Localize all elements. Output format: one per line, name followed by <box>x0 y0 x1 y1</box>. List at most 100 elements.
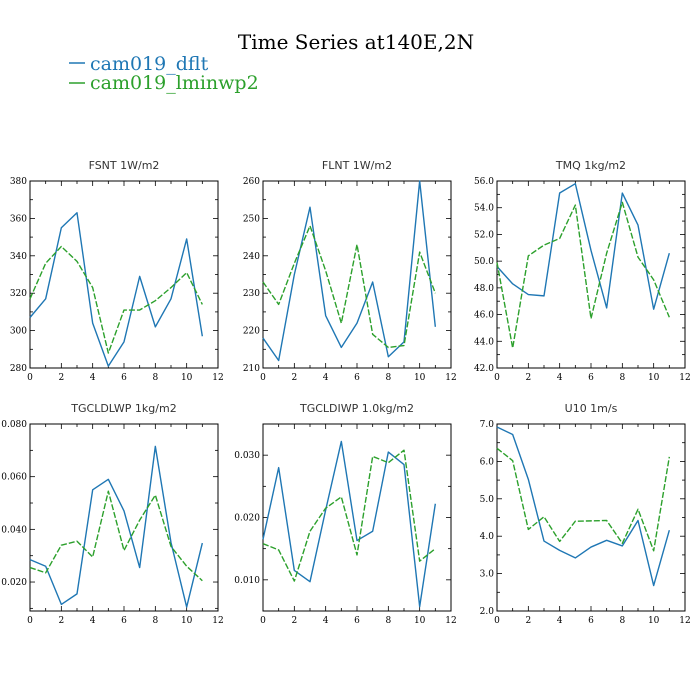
panels: FSNT 1W/m20 2 4 6 8 10 12280300320340360380FLN… <box>1 159 690 626</box>
y-tick-label: 300 <box>10 327 27 337</box>
x-tick-label: 8 <box>385 373 391 383</box>
series-line-lminwp2 <box>496 447 671 552</box>
series-line-lminwp2 <box>262 225 436 349</box>
plot-frame <box>29 423 219 612</box>
series-line-lminwp2 <box>29 490 203 582</box>
x-tick-label: 2 <box>58 373 64 383</box>
x-tick-label: 10 <box>181 616 193 626</box>
x-tick-label: 8 <box>385 616 391 626</box>
figure-title: Time Series at140E,2N <box>238 30 474 54</box>
x-tick-label: 8 <box>619 616 625 626</box>
x-tick-label: 2 <box>525 373 531 383</box>
y-tick-label: 2.0 <box>480 607 495 617</box>
x-tick-label: 6 <box>121 373 127 383</box>
y-tick-label: 0.040 <box>1 525 27 535</box>
y-tick-label: 50.0 <box>474 257 494 267</box>
chart-panel-2: FLNT 1W/m2 0 2 4 6 8 10 12 210 220 230 240 250 260 <box>243 159 457 383</box>
series-line-dflt <box>496 182 671 310</box>
x-tick-label: 4 <box>90 373 96 383</box>
y-tick-label: 230 <box>243 289 260 299</box>
y-tick-label: 54.0 <box>474 204 494 214</box>
y-tick-label: 210 <box>243 364 260 374</box>
y-tick-label: 4.0 <box>480 532 495 542</box>
x-tick-label: 12 <box>212 616 223 626</box>
x-tick-label: 0 <box>260 373 266 383</box>
y-tick-label: 380 <box>10 177 27 187</box>
panel-title: TGCLDLWP 1kg/m2 <box>70 402 176 415</box>
x-tick-label: 2 <box>525 616 531 626</box>
x-tick-label: 0 <box>494 373 500 383</box>
x-tick-label: 2 <box>58 616 64 626</box>
y-tick-label: 360 <box>10 214 27 224</box>
x-tick-label: 8 <box>619 373 625 383</box>
x-tick-label: 12 <box>679 616 690 626</box>
x-tick-label: 4 <box>90 616 96 626</box>
x-tick-label: 4 <box>557 616 563 626</box>
x-tick-label: 8 <box>152 373 158 383</box>
series-line-dflt <box>496 426 671 587</box>
y-tick-label: 3.0 <box>480 570 495 580</box>
chart-panel-5: TGCLDIWP 1.0kg/m2 0 2 4 6 8 10 12 0.010 0.020 0.03… <box>234 402 456 626</box>
x-tick-label: 12 <box>445 373 456 383</box>
x-tick-label: 0 <box>260 616 266 626</box>
y-tick-label: 6.0 <box>480 457 495 467</box>
panel-title: U10 1m/s <box>565 402 618 415</box>
x-tick-label: 2 <box>291 373 297 383</box>
x-tick-label: 10 <box>181 373 193 383</box>
y-tick-label: 250 <box>243 214 260 224</box>
y-tick-label: 340 <box>10 252 27 262</box>
series-line-lminwp2 <box>262 449 436 582</box>
legend: cam019_dflt cam019_lminwp2 <box>69 53 259 94</box>
x-tick-label: 0 <box>27 373 33 383</box>
x-tick-label: 10 <box>414 616 426 626</box>
y-tick-label: 44.0 <box>474 337 494 347</box>
y-tick-label: 56.0 <box>474 177 494 187</box>
chart-panel-4: TGCLDLWP 1kg/m2 0 2 4 6 8 10 12 0.020 0.040 0.060 0… <box>1 402 223 626</box>
x-tick-label: 6 <box>354 373 360 383</box>
y-tick-label: 0.060 <box>1 473 27 483</box>
y-tick-label: 7.0 <box>480 420 495 430</box>
series-line-dflt <box>262 180 437 362</box>
x-tick-label: 8 <box>152 616 158 626</box>
x-tick-label: 0 <box>27 616 33 626</box>
series-line-lminwp2 <box>496 201 670 349</box>
y-tick-label: 0.030 <box>234 451 260 461</box>
x-tick-label: 6 <box>588 616 594 626</box>
panel-title: TGCLDIWP 1.0kg/m2 <box>299 402 414 415</box>
y-tick-label: 0.080 <box>1 420 27 430</box>
y-tick-label: 0.020 <box>1 578 27 588</box>
x-tick-label: 2 <box>291 616 297 626</box>
y-tick-label: 320 <box>10 289 27 299</box>
x-tick-label: 4 <box>323 373 329 383</box>
y-tick-label: 0.020 <box>234 514 260 524</box>
panel-title: FLNT 1W/m2 <box>322 159 392 172</box>
chart-panel-3: TMQ 1kg/m2 0 2 4 6 8 10 12 42.0 44.0 46.0 48.0 50.0 5… <box>474 159 691 383</box>
series-line-dflt <box>29 445 204 608</box>
y-tick-label: 5.0 <box>480 495 495 505</box>
legend-label-dflt: cam019_dflt <box>90 53 209 75</box>
y-tick-label: 52.0 <box>474 230 494 240</box>
x-tick-label: 0 <box>494 616 500 626</box>
x-tick-label: 4 <box>557 373 563 383</box>
y-tick-label: 0.010 <box>234 576 260 586</box>
chart-panel-1: FSNT 1W/m2 0 2 4 6 8 10 12 280 300 320 340 360 380 <box>10 159 224 383</box>
legend-label-lminwp2: cam019_lminwp2 <box>90 72 259 94</box>
x-tick-label: 4 <box>323 616 329 626</box>
y-tick-label: 46.0 <box>474 311 494 321</box>
y-tick-label: 240 <box>243 252 260 262</box>
y-tick-label: 48.0 <box>474 284 494 294</box>
panel-title: TMQ 1kg/m2 <box>555 159 626 172</box>
y-tick-label: 220 <box>243 327 260 337</box>
x-tick-label: 12 <box>212 373 223 383</box>
chart-panel-6: U10 1m/s 0 2 4 6 8 10 12 2.0 3.0 4.0 5.0 6.0 7.0 <box>480 402 691 626</box>
x-tick-label: 6 <box>588 373 594 383</box>
x-tick-label: 10 <box>414 373 426 383</box>
x-tick-label: 10 <box>648 373 660 383</box>
series-line-dflt <box>262 440 437 608</box>
y-tick-label: 42.0 <box>474 364 494 374</box>
y-tick-label: 260 <box>243 177 260 187</box>
x-tick-label: 6 <box>121 616 127 626</box>
plot-frame <box>496 423 686 612</box>
x-tick-label: 12 <box>679 373 690 383</box>
